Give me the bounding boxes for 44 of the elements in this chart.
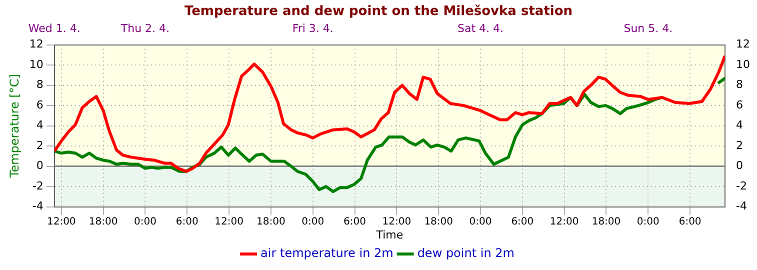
y2-tick-label: -2 (736, 179, 747, 192)
x-tick-label: 0:00 (469, 216, 492, 228)
x-tick-label: 18:00 (592, 216, 621, 228)
y2-tick-label: 2 (736, 138, 744, 152)
x2-tick-label: Thu 2. 4. (120, 22, 170, 36)
x-tick-label: 12:00 (382, 216, 412, 228)
x-tick-label: 18:00 (424, 216, 454, 228)
y-tick-label: -4 (32, 200, 44, 213)
x-tick-label: 0:00 (636, 216, 660, 228)
y-axis-title: Temperature [°C] (7, 74, 22, 179)
y2-tick-label: 4 (736, 118, 744, 132)
x2-tick-label: Wed 1. 4. (28, 22, 80, 36)
y2-tick-label: 8 (736, 78, 744, 92)
x2-tick-label: Fri 3. 4. (292, 22, 334, 36)
x2-tick-label: Sat 4. 4. (457, 22, 504, 36)
x-axis-title: Time (375, 228, 404, 242)
x-tick-label: 6:00 (344, 216, 366, 228)
y-tick-label: 2 (36, 138, 44, 152)
y-tick-label: 8 (36, 78, 44, 92)
x-tick-label: 6:00 (511, 216, 534, 228)
x-tick-label: 0:00 (302, 216, 324, 228)
x-tick-label: 18:00 (88, 216, 118, 228)
legend-label: air temperature in 2m (260, 246, 394, 260)
x-tick-label: 6:00 (176, 216, 198, 228)
y2-tick-label: -4 (736, 200, 747, 213)
y-tick-label: -2 (32, 179, 44, 192)
y-tick-label: 0 (36, 159, 44, 172)
x-tick-label: 6:00 (678, 216, 702, 228)
y-tick-label: 6 (36, 98, 44, 112)
legend-label: dew point in 2m (417, 246, 514, 260)
x-tick-label: 12:00 (214, 216, 244, 228)
x-tick-label: 0:00 (134, 216, 156, 228)
y-tick-label: 12 (29, 38, 44, 51)
x-tick-label: 12:00 (46, 216, 76, 228)
y2-tick-label: 0 (736, 159, 744, 172)
y2-tick-label: 10 (736, 58, 750, 71)
y-tick-label: 10 (29, 58, 44, 71)
y2-tick-label: 12 (736, 38, 750, 51)
x-tick-label: 12:00 (550, 216, 579, 228)
chart-title: Temperature and dew point on the Milešovka station (184, 4, 573, 20)
y2-tick-label: 6 (736, 98, 744, 112)
x-tick-label: 18:00 (256, 216, 286, 228)
x2-tick-label: Sun 5. 4. (624, 22, 673, 36)
y-tick-label: 4 (36, 118, 44, 132)
